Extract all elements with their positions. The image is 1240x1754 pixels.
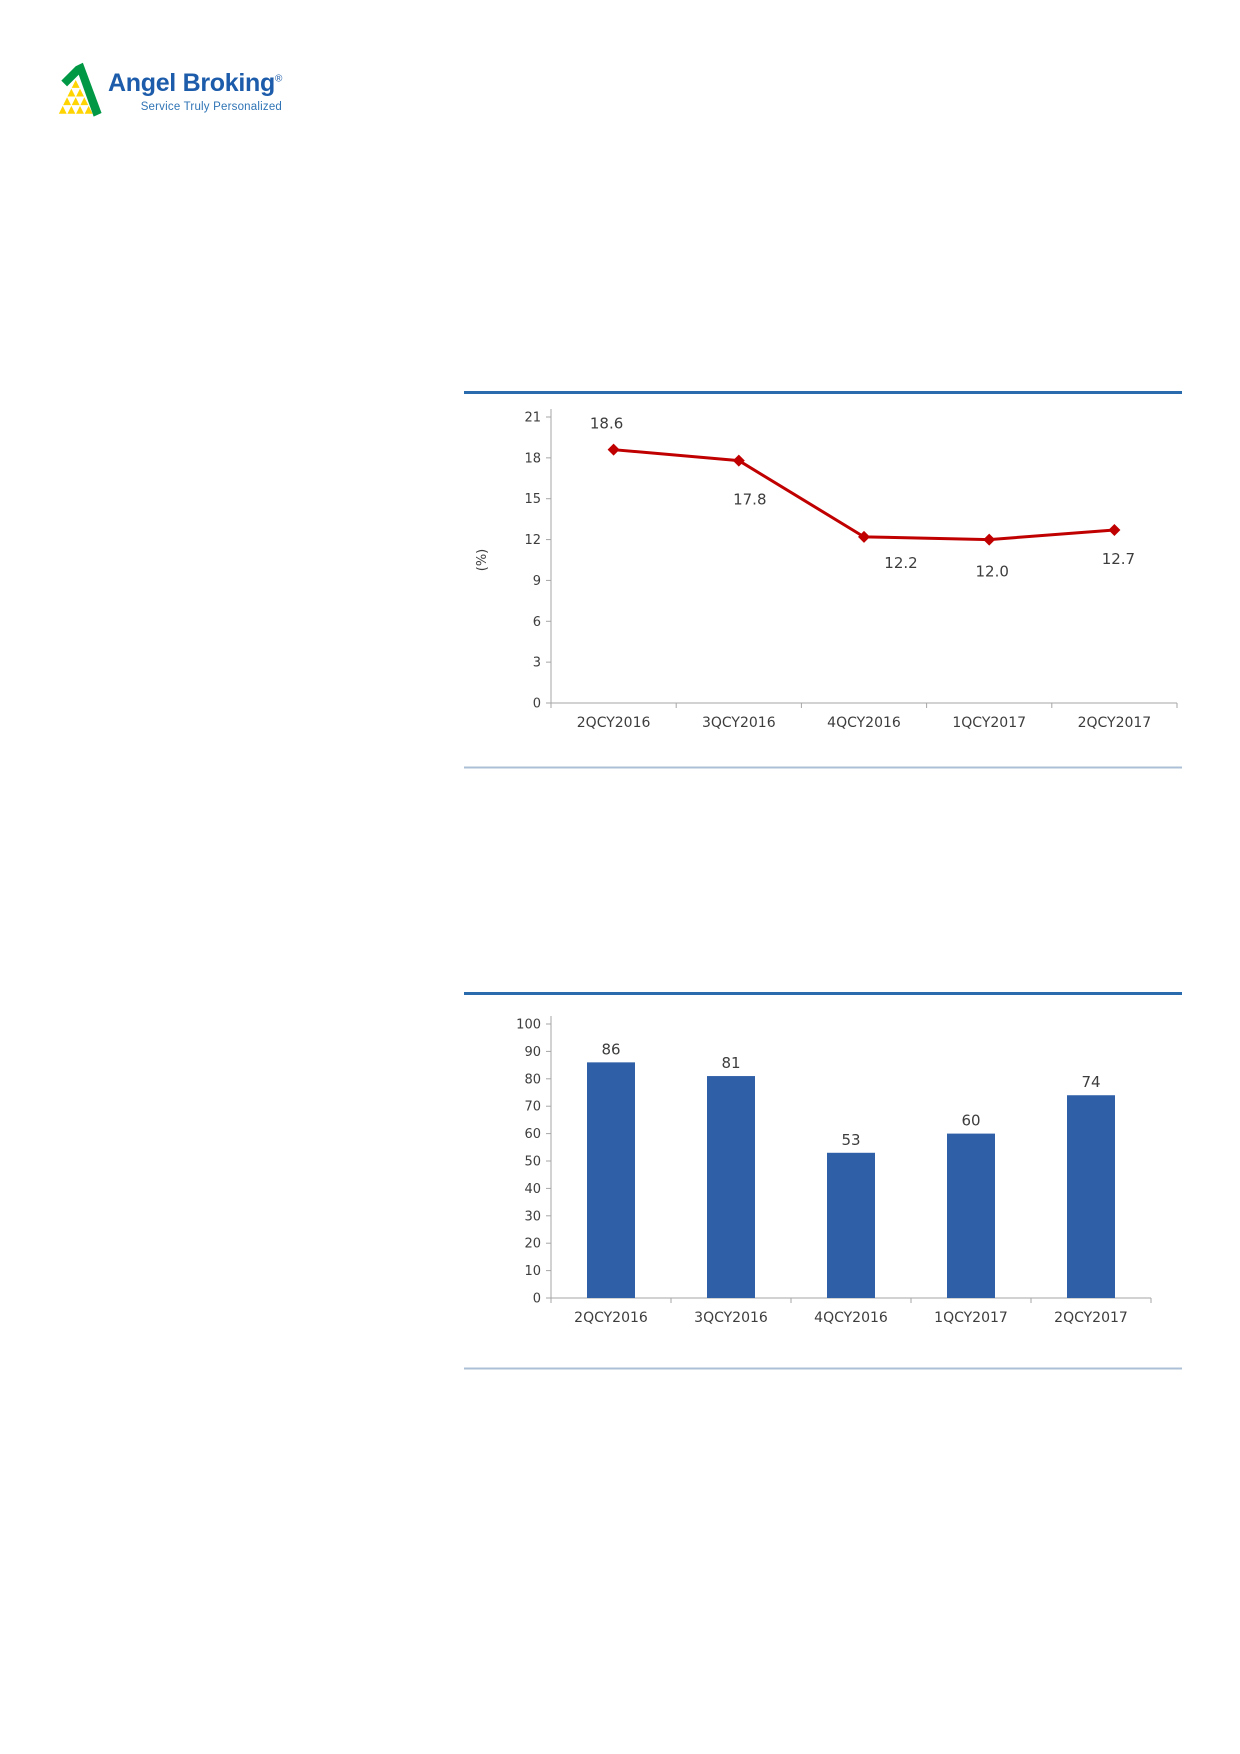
svg-text:2QCY2016: 2QCY2016 <box>577 715 651 731</box>
svg-text:4QCY2016: 4QCY2016 <box>814 1310 888 1326</box>
svg-text:2QCY2017: 2QCY2017 <box>1054 1310 1128 1326</box>
svg-text:40: 40 <box>524 1182 541 1197</box>
line-chart: 21 18 15 12 9 6 3 0 2QCY2016 3QCY2016 4QCY2016 1QCY… <box>464 391 1182 769</box>
svg-text:4QCY2016: 4QCY2016 <box>827 715 901 731</box>
svg-text:(%): (%) <box>475 549 490 572</box>
line-chart-panel: 21 18 15 12 9 6 3 0 2QCY2016 3QCY2016 4QCY2016 1QCY… <box>464 391 1182 769</box>
svg-text:15: 15 <box>524 492 541 507</box>
svg-text:86: 86 <box>601 1040 620 1058</box>
brand-name: Angel Broking® <box>108 69 283 98</box>
svg-text:74: 74 <box>1081 1073 1100 1091</box>
svg-text:30: 30 <box>524 1209 541 1224</box>
svg-text:2QCY2016: 2QCY2016 <box>574 1310 648 1326</box>
svg-text:80: 80 <box>524 1072 541 1087</box>
svg-text:2QCY2017: 2QCY2017 <box>1078 715 1152 731</box>
svg-text:18.6: 18.6 <box>590 415 623 433</box>
svg-text:81: 81 <box>721 1054 740 1072</box>
angel-broking-logo-icon <box>58 62 102 117</box>
svg-text:0: 0 <box>533 697 541 712</box>
svg-text:6: 6 <box>533 615 541 630</box>
svg-text:100: 100 <box>516 1018 541 1033</box>
svg-text:12.2: 12.2 <box>884 554 917 572</box>
svg-text:3QCY2016: 3QCY2016 <box>702 715 776 731</box>
svg-text:3QCY2016: 3QCY2016 <box>694 1310 768 1326</box>
svg-text:1QCY2017: 1QCY2017 <box>934 1310 1008 1326</box>
svg-text:10: 10 <box>524 1264 541 1279</box>
svg-text:20: 20 <box>524 1237 541 1252</box>
svg-text:60: 60 <box>524 1127 541 1142</box>
logo-text: Angel Broking® Service Truly Personalize… <box>108 69 283 113</box>
svg-text:17.8: 17.8 <box>733 491 766 509</box>
svg-text:12.0: 12.0 <box>975 563 1008 581</box>
svg-text:18: 18 <box>524 451 541 466</box>
svg-text:9: 9 <box>533 574 541 589</box>
svg-text:0: 0 <box>533 1292 541 1307</box>
svg-text:12: 12 <box>524 533 541 548</box>
svg-text:3: 3 <box>533 656 541 671</box>
logo-block: Angel Broking® Service Truly Personalize… <box>57 56 282 124</box>
svg-text:53: 53 <box>841 1131 860 1149</box>
svg-text:90: 90 <box>524 1045 541 1060</box>
svg-text:21: 21 <box>524 411 541 426</box>
svg-text:60: 60 <box>961 1112 980 1130</box>
svg-text:1QCY2017: 1QCY2017 <box>952 715 1026 731</box>
svg-text:50: 50 <box>524 1155 541 1170</box>
brand-name-label: Angel Broking <box>108 69 275 97</box>
registered-mark: ® <box>274 73 283 85</box>
svg-text:12.7: 12.7 <box>1102 550 1135 568</box>
bar-chart-panel: 100 90 80 70 60 50 40 30 20 10 0 2QCY2016 3QCY2016 4Q… <box>464 992 1182 1370</box>
svg-text:70: 70 <box>524 1100 541 1115</box>
brand-tagline: Service Truly Personalized <box>140 100 283 113</box>
